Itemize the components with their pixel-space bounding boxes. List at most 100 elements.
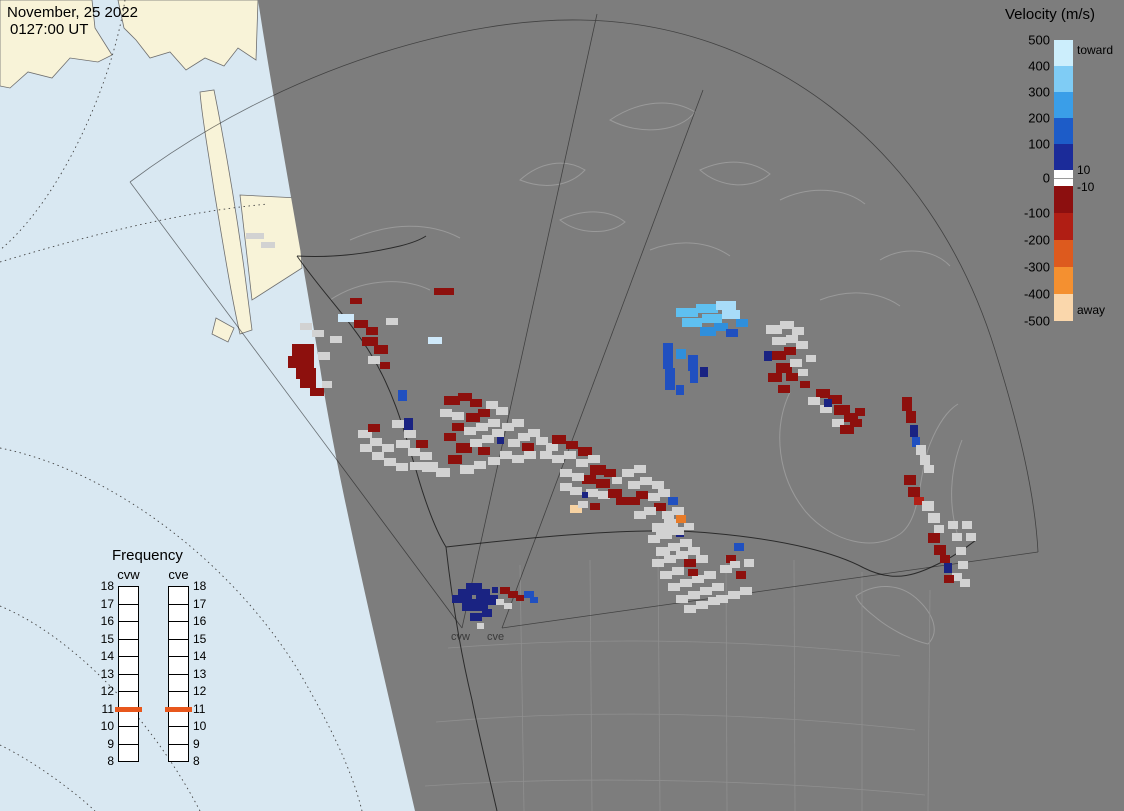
frequency-tick-label: 13: [100, 666, 114, 681]
velocity-cell: [696, 555, 708, 563]
velocity-cell: [736, 571, 746, 579]
velocity-cell: [832, 419, 844, 427]
velocity-cell: [934, 545, 946, 555]
colorbar-tick-label: -500: [1023, 313, 1050, 329]
velocity-cell: [808, 397, 820, 405]
velocity-cell: [512, 455, 524, 463]
velocity-cell: [582, 492, 588, 498]
velocity-cell: [368, 356, 380, 364]
velocity-cell: [910, 425, 918, 437]
timestamp-header: November, 25 2022 0127:00 UT: [7, 4, 138, 38]
velocity-cell: [944, 563, 952, 573]
frequency-tick-label: 16: [193, 614, 207, 628]
velocity-cell: [470, 399, 482, 407]
velocity-cell: [396, 440, 410, 448]
velocity-cell: [648, 535, 660, 543]
frequency-ladder-cell: [118, 656, 139, 675]
frequency-tick-label: 8: [107, 754, 114, 768]
frequency-ladder-cell: [118, 621, 139, 640]
velocity-cell: [590, 465, 606, 475]
velocity-cell: [296, 368, 316, 379]
velocity-cell: [452, 412, 464, 420]
velocity-cell: [682, 318, 702, 327]
velocity-cell: [440, 409, 452, 417]
velocity-cell: [536, 437, 548, 445]
velocity-cell: [628, 481, 640, 489]
colorbar-segment: [1054, 240, 1073, 267]
velocity-cell: [460, 465, 474, 474]
velocity-cell: [350, 298, 362, 304]
velocity-cell: [960, 579, 970, 587]
velocity-cell: [740, 587, 752, 595]
frequency-ladder-cell: [168, 621, 189, 640]
velocity-cell: [663, 343, 673, 369]
velocity-cell: [246, 233, 264, 239]
velocity-cell: [855, 408, 865, 416]
velocity-cell: [944, 575, 954, 583]
colorbar-tick-label: 500: [1028, 32, 1050, 48]
velocity-cell: [952, 533, 962, 541]
velocity-cell: [322, 381, 332, 388]
velocity-cell: [800, 381, 810, 388]
velocity-cell: [690, 371, 698, 383]
velocity-cell: [672, 527, 684, 535]
velocity-cell: [720, 565, 732, 573]
velocity-cell: [488, 419, 500, 427]
velocity-cell: [496, 407, 508, 415]
velocity-cell: [730, 561, 740, 568]
velocity-cell: [676, 349, 686, 359]
frequency-ladder-cell: [168, 743, 189, 762]
velocity-cell: [622, 469, 634, 477]
graticule-lines: [0, 0, 363, 811]
velocity-cell: [726, 329, 738, 337]
velocity-cell: [668, 497, 678, 505]
velocity-cell: [564, 451, 576, 459]
velocity-cell: [728, 591, 740, 599]
velocity-cell: [576, 459, 588, 467]
velocity-cell: [786, 335, 798, 343]
velocity-cell: [904, 475, 916, 485]
velocity-cell: [906, 411, 916, 423]
velocity-cell: [668, 583, 680, 591]
velocity-cell: [840, 425, 854, 434]
velocity-cell: [572, 473, 584, 481]
velocity-cell: [530, 597, 538, 603]
velocity-cell: [656, 547, 670, 556]
velocity-cell: [700, 587, 712, 595]
velocity-cell: [374, 345, 388, 354]
frequency-tick-label: 11: [193, 701, 206, 716]
velocity-cell: [924, 465, 934, 473]
neg-threshold-label: -10: [1077, 180, 1095, 194]
frequency-tick-label: 16: [100, 614, 114, 628]
velocity-cell: [586, 489, 598, 497]
velocity-cell: [508, 439, 520, 447]
velocity-cell: [664, 519, 676, 527]
colorbar-tick-label: 400: [1028, 58, 1050, 74]
colorbar-tick-label: 300: [1028, 84, 1050, 100]
velocity-cell: [582, 475, 596, 484]
velocity-cell: [608, 489, 622, 498]
velocity-cell: [640, 477, 652, 485]
velocity-cell: [518, 433, 530, 441]
pos-threshold-label: 10: [1077, 163, 1091, 177]
velocity-cell: [410, 462, 422, 470]
frequency-ladder-cell: [118, 603, 139, 622]
frequency-tick-label: 13: [193, 666, 207, 681]
velocity-cell: [360, 444, 372, 452]
velocity-cell: [590, 503, 600, 510]
frequency-marker: [115, 706, 142, 712]
velocity-cell: [636, 491, 648, 499]
velocity-cell: [696, 304, 718, 313]
frequency-tick-label: 17: [100, 596, 114, 611]
velocity-cell: [966, 533, 976, 541]
velocity-cell: [522, 443, 534, 451]
velocity-cell: [722, 310, 740, 319]
velocity-cell: [458, 393, 472, 401]
velocity-cell: [292, 344, 314, 356]
colorbar-segment: [1054, 294, 1073, 321]
colorbar-segment: [1054, 118, 1073, 144]
colorbar-segment: [1054, 66, 1073, 92]
velocity-cell: [362, 337, 378, 346]
velocity-cell: [676, 385, 684, 395]
velocity-cell: [916, 445, 926, 455]
